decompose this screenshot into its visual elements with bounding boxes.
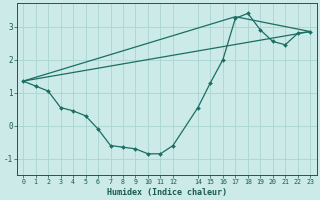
- X-axis label: Humidex (Indice chaleur): Humidex (Indice chaleur): [107, 188, 227, 197]
